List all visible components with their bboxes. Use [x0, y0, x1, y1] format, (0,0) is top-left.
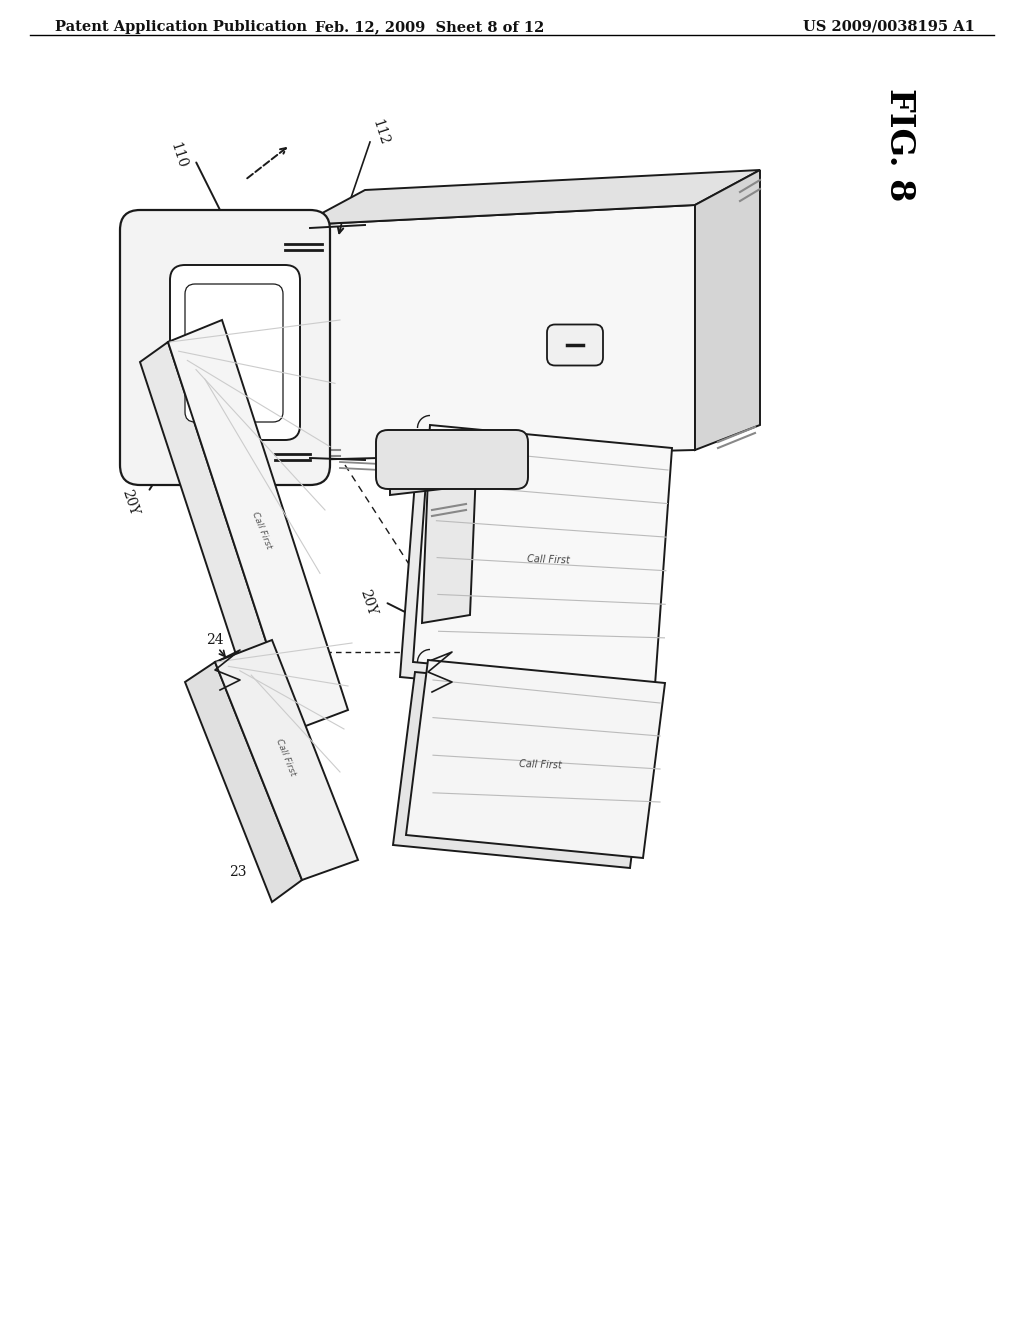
Text: 24: 24 [461, 623, 479, 638]
Text: 20Y: 20Y [357, 587, 379, 616]
Text: 24: 24 [206, 634, 224, 647]
Polygon shape [140, 342, 295, 752]
Text: 23: 23 [457, 836, 474, 850]
Polygon shape [393, 672, 652, 869]
Text: 110: 110 [167, 140, 188, 170]
Text: Call First: Call First [526, 554, 569, 566]
Text: 112: 112 [370, 117, 391, 147]
FancyBboxPatch shape [376, 430, 528, 488]
Polygon shape [422, 470, 476, 623]
Polygon shape [406, 660, 665, 858]
Polygon shape [695, 170, 760, 450]
Text: Call First: Call First [518, 759, 561, 771]
FancyBboxPatch shape [547, 325, 603, 366]
FancyBboxPatch shape [120, 210, 330, 484]
Polygon shape [400, 442, 658, 700]
Polygon shape [168, 319, 348, 730]
FancyBboxPatch shape [185, 284, 283, 422]
Polygon shape [215, 640, 358, 880]
Text: 25: 25 [409, 451, 427, 473]
Polygon shape [300, 170, 760, 224]
FancyBboxPatch shape [170, 265, 300, 440]
Text: FIG. 8: FIG. 8 [884, 88, 916, 202]
Text: Call First: Call First [251, 510, 273, 550]
Polygon shape [390, 440, 520, 495]
Text: Feb. 12, 2009  Sheet 8 of 12: Feb. 12, 2009 Sheet 8 of 12 [315, 20, 545, 34]
Text: Call First: Call First [274, 737, 298, 777]
Text: 20Y: 20Y [119, 487, 140, 517]
Text: US 2009/0038195 A1: US 2009/0038195 A1 [803, 20, 975, 34]
Text: Patent Application Publication: Patent Application Publication [55, 20, 307, 34]
Polygon shape [300, 205, 695, 459]
Text: 25: 25 [178, 289, 198, 310]
Polygon shape [413, 425, 672, 685]
Polygon shape [185, 663, 302, 902]
Text: 23: 23 [229, 865, 247, 879]
Polygon shape [295, 230, 310, 465]
